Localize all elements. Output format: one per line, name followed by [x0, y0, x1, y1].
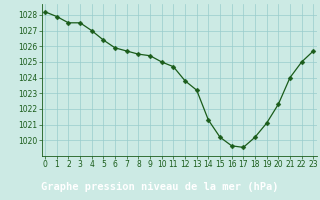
- Text: Graphe pression niveau de la mer (hPa): Graphe pression niveau de la mer (hPa): [41, 182, 279, 192]
